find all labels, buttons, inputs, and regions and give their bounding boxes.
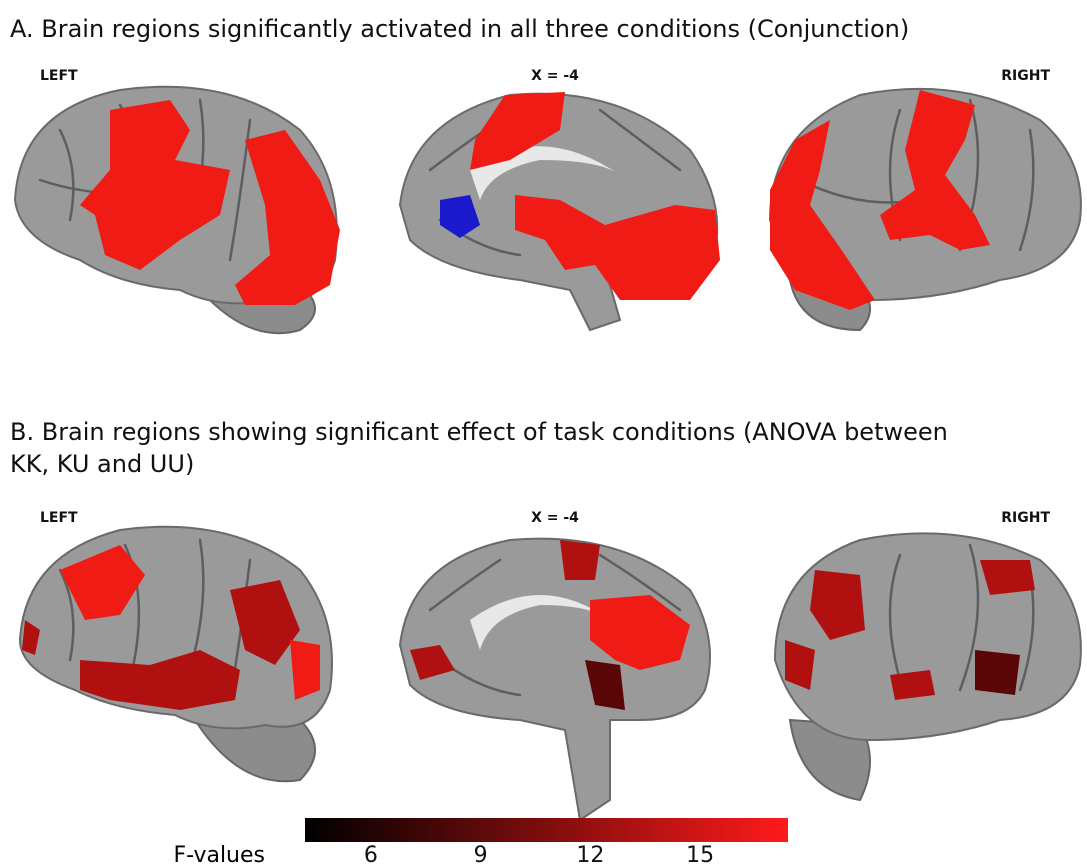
view-label: RIGHT — [1001, 68, 1050, 84]
panel-title: KK, KU and UU) — [10, 450, 194, 478]
view-label: LEFT — [40, 68, 78, 84]
panel-title: B. Brain regions showing significant eff… — [10, 418, 948, 446]
colorbar-ticks: 6 9 12 15 — [364, 843, 714, 867]
colorbar-tick-label: 12 — [576, 843, 604, 867]
brain-left-a — [15, 87, 340, 333]
colorbar-tick-label: 6 — [364, 843, 378, 867]
colorbar — [305, 818, 788, 842]
view-label: RIGHT — [1001, 510, 1050, 526]
brain-mid-a — [400, 92, 720, 330]
colorbar-tick-label: 15 — [686, 843, 714, 867]
brain-left-b — [20, 527, 332, 781]
view-label: LEFT — [40, 510, 78, 526]
view-label: X = -4 — [531, 510, 579, 526]
panel-title: A. Brain regions significantly activated… — [10, 15, 909, 43]
colorbar-tick-label: 9 — [474, 843, 488, 867]
colorbar-label: F-values — [173, 843, 265, 867]
figure: A. Brain regions significantly activated… — [0, 0, 1087, 867]
brain-mid-b — [400, 539, 710, 820]
brain-right-b — [775, 533, 1081, 800]
brain-right-a — [770, 89, 1081, 330]
view-label: X = -4 — [531, 68, 579, 84]
